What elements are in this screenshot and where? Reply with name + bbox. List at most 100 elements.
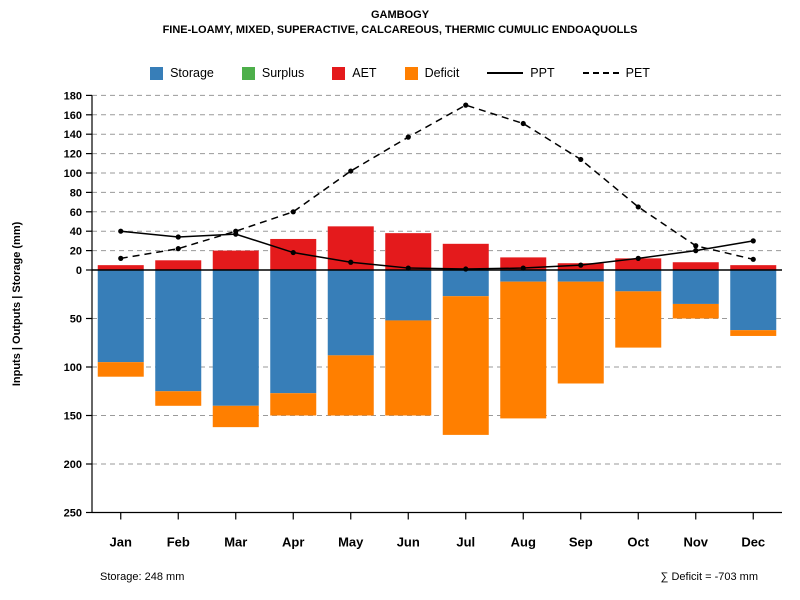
- bar-deficit: [212, 405, 259, 428]
- legend-swatch-storage: [150, 66, 164, 80]
- legend-item-storage: Storage: [150, 66, 214, 80]
- bar-aet: [730, 265, 777, 270]
- legend-line-sample-pet: [582, 72, 619, 74]
- bar-deficit: [730, 330, 777, 336]
- marker-ppt: [118, 228, 124, 234]
- bar-deficit: [155, 391, 202, 406]
- bar-deficit: [615, 291, 662, 348]
- y-tick-label: 200: [64, 459, 82, 471]
- marker-pet: [750, 256, 756, 262]
- bar-deficit: [327, 355, 374, 416]
- x-tick-label: Nov: [683, 535, 708, 550]
- marker-ppt: [290, 249, 296, 256]
- y-tick-label: 80: [70, 187, 82, 199]
- marker-ppt: [520, 265, 526, 271]
- water-balance-plot: 0 20 40 60 80 100 120 140 160 180 50 100 150 200 250 Ja…: [11, 90, 782, 550]
- legend-swatch-surplus: [241, 66, 255, 80]
- y-tick-label: 20: [70, 246, 82, 258]
- legend-item-aet: AET: [332, 66, 377, 80]
- bar-deficit: [270, 393, 317, 416]
- bar-storage: [270, 270, 317, 394]
- marker-ppt: [578, 262, 584, 268]
- marker-pet: [118, 255, 124, 261]
- bar-storage: [500, 270, 547, 282]
- x-tick-label: May: [338, 535, 364, 550]
- y-tick-label: 60: [70, 207, 82, 219]
- y-tick-label: 100: [64, 168, 82, 180]
- y-tick-label: 140: [64, 129, 82, 141]
- legend-item-pet: PET: [582, 66, 650, 80]
- bar-aet: [672, 262, 719, 270]
- chart-legend: Storage Surplus AET Deficit PPT PET: [0, 64, 800, 82]
- marker-ppt: [463, 266, 469, 272]
- bar-storage: [212, 270, 259, 406]
- bar-storage: [557, 270, 604, 282]
- legend-label-pet: PET: [625, 66, 650, 80]
- bar-storage: [327, 270, 374, 356]
- marker-pet: [290, 209, 296, 215]
- marker-pet: [635, 204, 641, 210]
- x-tick-label: Apr: [282, 535, 304, 550]
- legend-label-ppt: PPT: [530, 66, 555, 80]
- marker-ppt: [693, 248, 699, 254]
- marker-pet: [348, 168, 354, 174]
- legend-swatch-aet: [332, 66, 346, 80]
- bar-deficit: [500, 281, 547, 419]
- bar-deficit: [97, 362, 144, 377]
- bar-storage: [672, 270, 719, 304]
- x-tick-label: Mar: [224, 535, 247, 550]
- bar-aet: [155, 260, 202, 270]
- bar-deficit: [442, 296, 489, 435]
- x-tick-label: Oct: [627, 535, 649, 550]
- y-axis-label: Inputs | Outputs | Storage (mm): [11, 221, 23, 386]
- legend-item-deficit: Deficit: [404, 66, 460, 80]
- bar-storage: [385, 270, 432, 321]
- marker-pet: [693, 243, 699, 249]
- bar-aet: [385, 233, 432, 270]
- x-tick-label: Jul: [456, 535, 475, 550]
- legend-label-storage: Storage: [170, 66, 214, 80]
- marker-pet: [463, 102, 469, 108]
- y-tick-label: 100: [64, 362, 82, 374]
- chart-title: GAMBOGY: [370, 9, 430, 21]
- y-tick-label: 0: [76, 265, 82, 277]
- bar-storage: [615, 270, 662, 292]
- bar-storage: [730, 270, 777, 331]
- y-tick-label: 40: [70, 226, 82, 238]
- legend-swatch-deficit: [404, 66, 418, 80]
- bar-storage: [97, 270, 144, 363]
- marker-pet: [578, 156, 584, 163]
- marker-pet: [520, 120, 526, 127]
- chart-subtitle: FINE-LOAMY, MIXED, SUPERACTIVE, CALCAREO…: [162, 24, 638, 36]
- marker-pet: [233, 228, 239, 234]
- legend-item-ppt: PPT: [487, 66, 555, 80]
- legend-label-deficit: Deficit: [424, 66, 460, 80]
- x-tick-label: Jan: [110, 535, 132, 550]
- legend-label-surplus: Surplus: [261, 66, 305, 80]
- bar-aet: [97, 265, 144, 270]
- y-tick-label: 50: [70, 314, 82, 326]
- bar-deficit: [385, 320, 432, 416]
- bar-storage: [155, 270, 202, 392]
- bar-aet: [615, 258, 662, 270]
- x-tick-label: Feb: [167, 535, 190, 550]
- x-tick-label: Dec: [741, 535, 765, 550]
- marker-pet: [405, 134, 411, 140]
- marker-pet: [175, 246, 181, 252]
- y-tick-label: 250: [64, 508, 82, 520]
- marker-ppt: [175, 234, 181, 240]
- legend-line-sample-ppt: [487, 72, 524, 74]
- bar-deficit: [672, 303, 719, 319]
- marker-ppt: [348, 259, 354, 265]
- y-tick-label: 150: [64, 411, 82, 423]
- marker-ppt: [635, 255, 641, 261]
- bar-aet: [442, 243, 489, 270]
- bar-storage: [442, 270, 489, 297]
- legend-item-surplus: Surplus: [241, 66, 305, 80]
- line-pet: [120, 104, 754, 261]
- marker-ppt: [750, 238, 756, 244]
- bar-deficit: [557, 281, 604, 384]
- x-tick-label: Jun: [397, 535, 420, 550]
- marker-ppt: [405, 265, 411, 271]
- y-tick-label: 180: [64, 90, 82, 102]
